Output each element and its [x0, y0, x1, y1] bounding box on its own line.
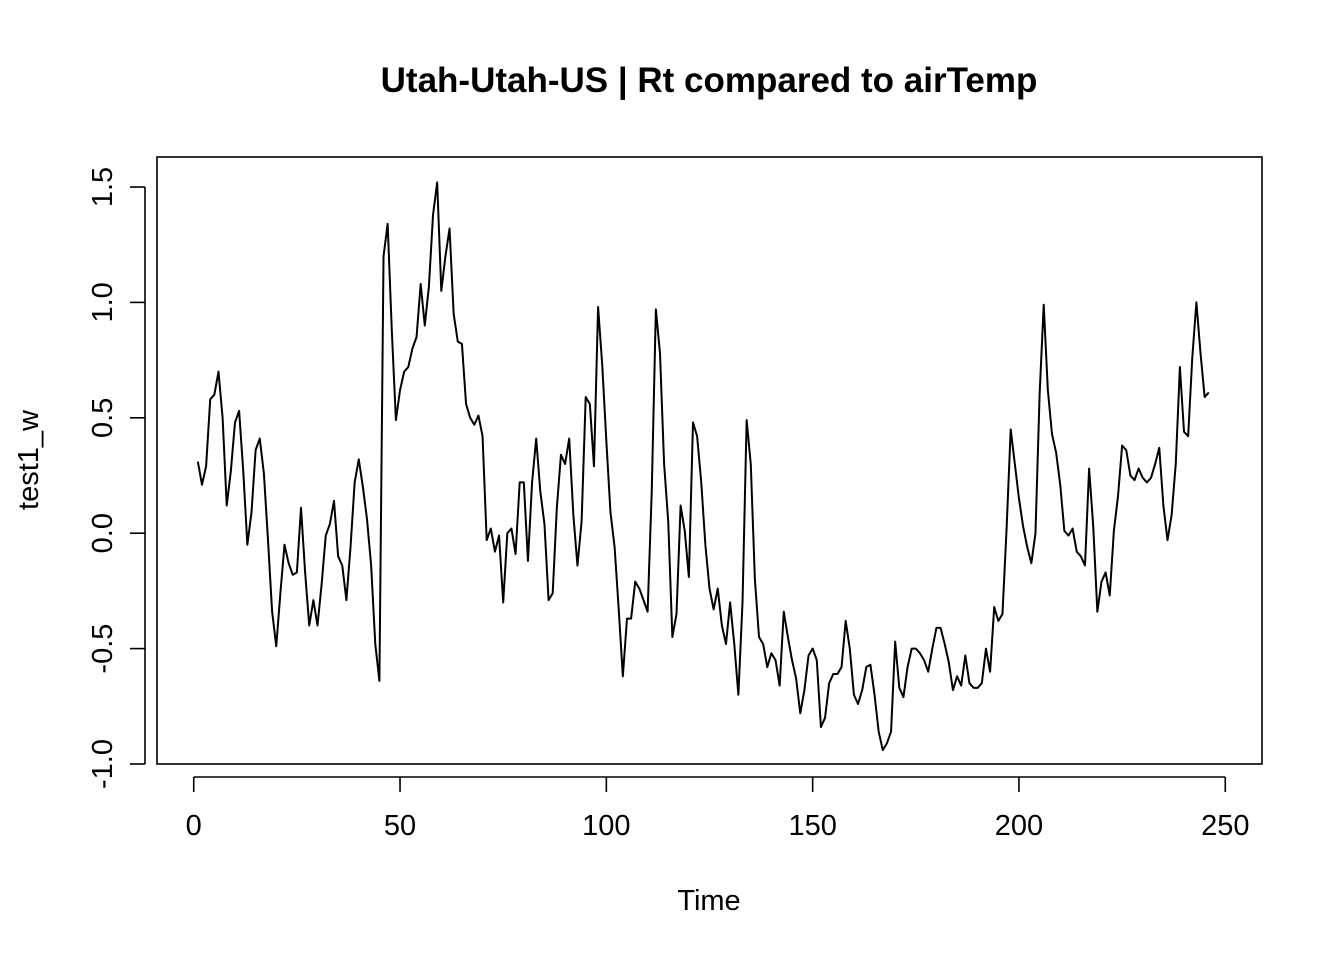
series-line: [196, 181, 1210, 752]
chart-title: Utah-Utah-US | Rt compared to airTemp: [381, 61, 1038, 100]
y-axis: -1.0 -0.5 0.0 0.5 1.0 1.5: [87, 167, 146, 789]
y-tick-label: -0.5: [87, 624, 119, 674]
y-tick-label: 0.0: [87, 513, 119, 553]
x-tick-label: 150: [788, 810, 836, 842]
y-tick-label: 1.5: [87, 167, 119, 207]
y-tick-label: -1.0: [87, 739, 119, 789]
x-tick-label: 200: [995, 810, 1043, 842]
x-tick-label: 250: [1201, 810, 1249, 842]
x-tick-label: 0: [186, 810, 202, 842]
x-axis: 0 50 100 150 200 250: [186, 776, 1249, 842]
y-axis-label: test1_w: [13, 409, 45, 510]
x-tick-label: 100: [582, 810, 630, 842]
x-tick-label: 50: [384, 810, 416, 842]
plot-frame: [156, 156, 1263, 765]
x-axis-label: Time: [677, 885, 740, 917]
y-tick-label: 1.0: [87, 282, 119, 322]
y-tick-label: 0.5: [87, 398, 119, 438]
